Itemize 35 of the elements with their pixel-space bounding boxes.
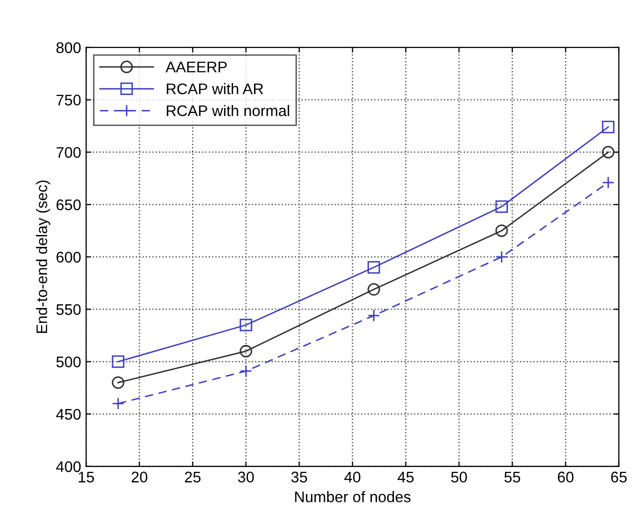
x-tick-label: 55 — [504, 472, 520, 482]
point — [495, 200, 508, 213]
legend-label: RCAP with normal — [166, 104, 290, 116]
x-tick-label: 30 — [238, 472, 254, 482]
legend-label: AAEERP — [166, 62, 227, 72]
y-tick-label: 650 — [56, 199, 81, 210]
y-tick-label: 450 — [56, 408, 81, 420]
x-tick-label: 25 — [184, 472, 201, 482]
point — [368, 283, 380, 296]
y-tick-label: 600 — [56, 252, 81, 263]
y-tick-label: 500 — [56, 356, 81, 368]
y-tick-label: 750 — [56, 94, 81, 106]
y-tick-label: 400 — [56, 461, 81, 472]
x-tick-label: 35 — [291, 472, 308, 482]
y-tick-label: 700 — [56, 147, 81, 158]
y-axis-title: End-to-end delay (sec) — [36, 180, 50, 333]
point — [240, 318, 252, 332]
x-tick-label: 65 — [611, 472, 627, 482]
x-tick-label: 20 — [132, 472, 148, 482]
y-tick-label: 550 — [56, 304, 81, 315]
x-tick-label: 50 — [451, 472, 467, 482]
x-axis-title: Number of nodes — [295, 491, 411, 502]
point — [368, 261, 380, 274]
x-tick-label: 15 — [78, 472, 94, 482]
x-tick-label: 60 — [558, 472, 574, 482]
point — [112, 376, 124, 389]
x-tick-label: 45 — [398, 472, 414, 482]
legend-label: RCAP with AR — [166, 83, 264, 94]
point — [112, 355, 124, 368]
point — [240, 344, 252, 358]
point — [602, 146, 614, 158]
y-tick-label: 800 — [56, 42, 81, 54]
point — [495, 224, 508, 237]
point — [602, 120, 614, 134]
x-tick-label: 40 — [344, 472, 360, 482]
